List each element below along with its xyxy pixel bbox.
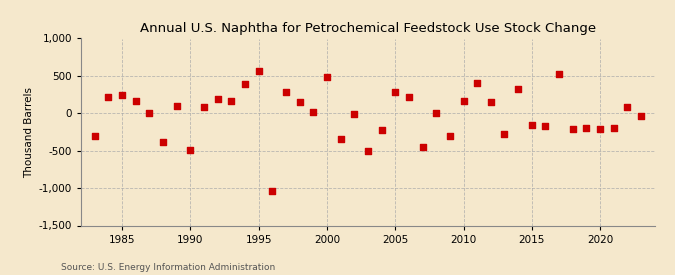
Point [89,134,100,138]
Point [581,126,592,130]
Point [376,128,387,132]
Point [321,75,332,79]
Point [185,148,196,152]
Text: Source: U.S. Energy Information Administration: Source: U.S. Energy Information Administ… [61,263,275,272]
Point [335,137,346,142]
Point [117,92,128,97]
Point [485,100,496,104]
Point [444,134,455,138]
Point [267,189,277,193]
Point [240,82,250,86]
Point [362,149,373,154]
Point [226,99,237,103]
Point [294,100,305,104]
Point [389,90,400,95]
Point [526,122,537,127]
Point [431,110,441,115]
Point [157,139,168,144]
Point [212,97,223,101]
Point [130,99,141,103]
Point [308,110,319,114]
Point [595,126,605,131]
Point [554,72,564,76]
Point [472,81,483,86]
Point [281,90,292,95]
Point [404,95,414,99]
Point [144,110,155,115]
Point [417,145,428,149]
Point [568,127,578,131]
Point [622,104,633,109]
Point [171,104,182,108]
Point [458,98,469,103]
Point [540,124,551,128]
Point [253,69,264,74]
Title: Annual U.S. Naphtha for Petrochemical Feedstock Use Stock Change: Annual U.S. Naphtha for Petrochemical Fe… [140,21,596,35]
Point [513,86,524,91]
Point [349,112,360,116]
Point [198,104,209,109]
Point [636,113,647,118]
Point [103,95,113,99]
Y-axis label: Thousand Barrels: Thousand Barrels [24,87,34,177]
Point [608,126,619,130]
Point [499,132,510,136]
